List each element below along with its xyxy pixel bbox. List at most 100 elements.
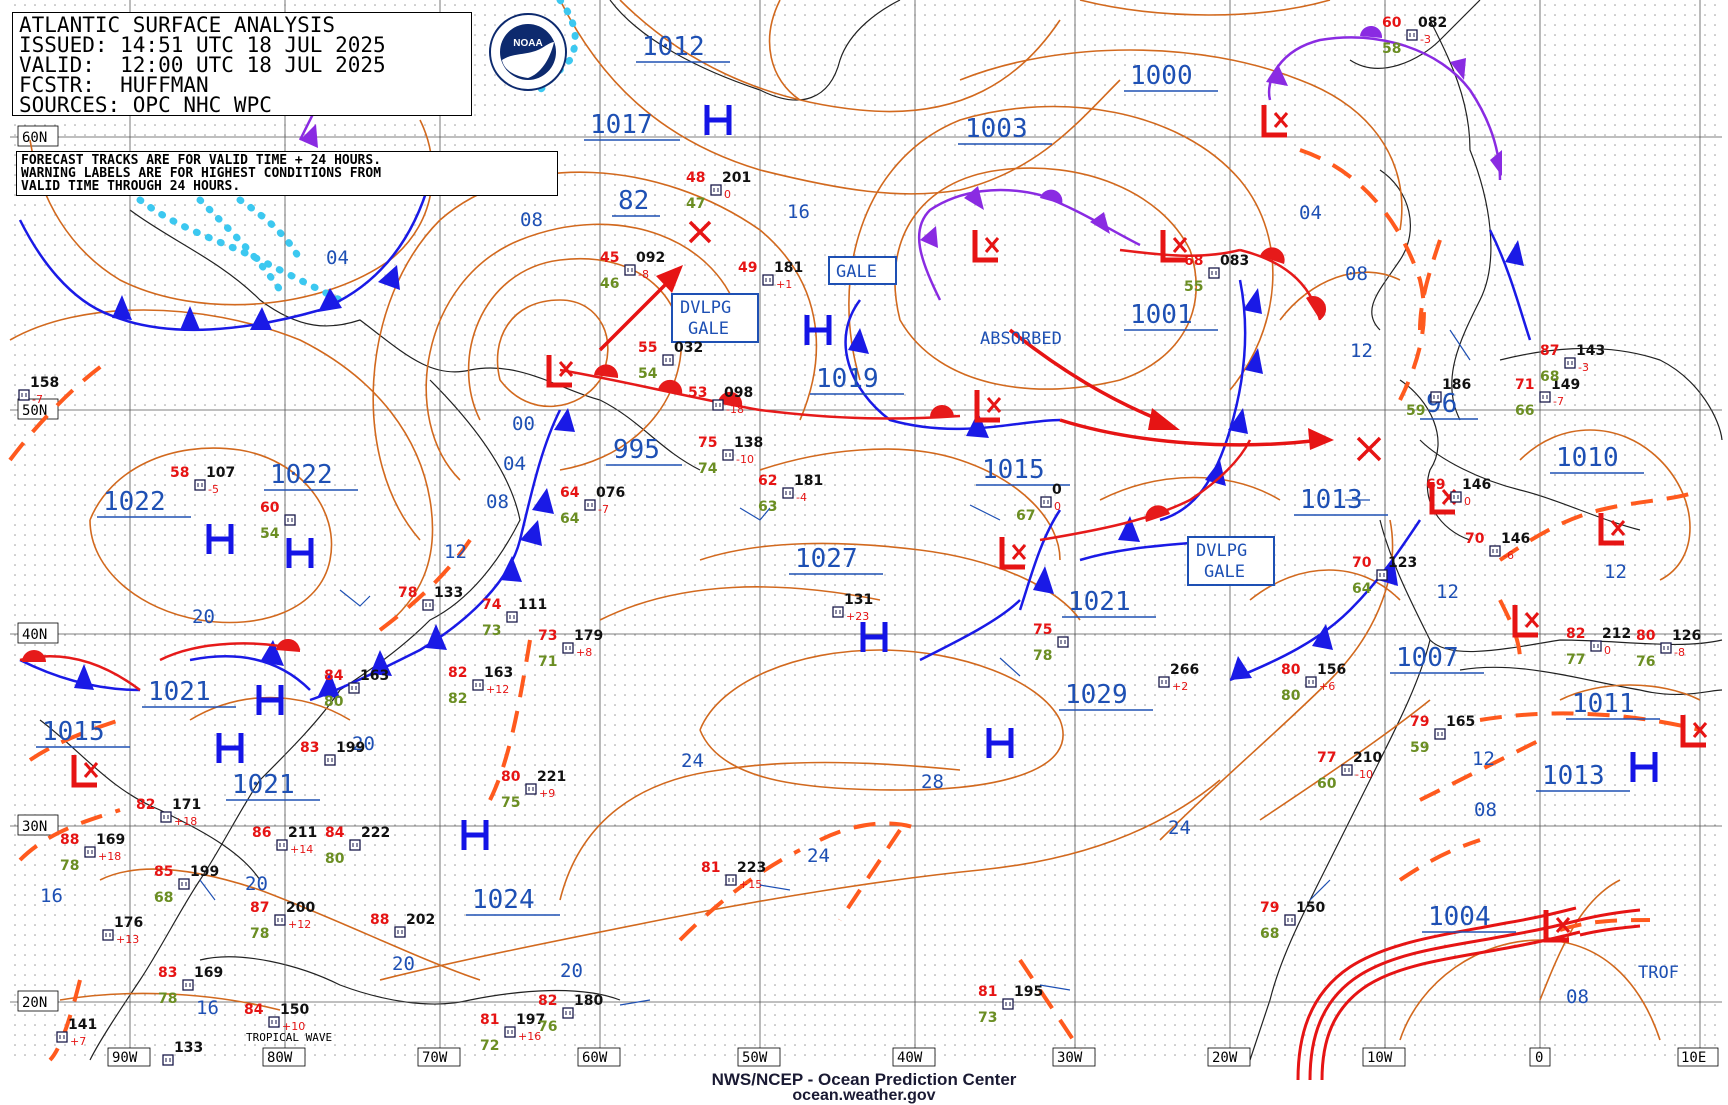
occluded-front-pips (300, 25, 1502, 248)
station-pressure: 146 (1462, 477, 1491, 493)
station-pressure: 131 (844, 592, 873, 608)
station-tendency: +12 (486, 683, 509, 696)
station-dewpoint: 60 (1317, 776, 1337, 792)
pressure-label: 1021 (1068, 587, 1131, 617)
station-square-icon (504, 1026, 516, 1038)
pressure-label: 1029 (1065, 680, 1128, 710)
isobar-label: 04 (503, 453, 526, 475)
station-square-inner (1492, 549, 1498, 553)
lat-label: 30N (22, 819, 47, 835)
station-dewpoint: 78 (1033, 648, 1052, 664)
station-square-inner (1542, 395, 1548, 399)
station-tendency: -10 (1355, 768, 1373, 781)
lon-label: 40W (897, 1050, 923, 1066)
station-pressure: 083 (1220, 253, 1249, 269)
station-square-inner (1060, 640, 1066, 644)
latitude-labels: 60N 50N 40N 30N 20N (17, 125, 59, 1012)
coastlines (39, 0, 1723, 1061)
station-observation: 60 54 (260, 500, 296, 542)
station-observation: 195 81 73 (978, 984, 1043, 1026)
station-square-icon (284, 514, 296, 526)
station-pressure: 222 (361, 825, 390, 841)
isobar-label: 00 (512, 413, 535, 435)
lon-label: 60W (582, 1050, 608, 1066)
noaa-logo-text: NOAA (513, 38, 542, 49)
isobar-label: 20 (192, 606, 215, 628)
lon-label: 70W (422, 1050, 448, 1066)
station-pressure: 199 (190, 864, 219, 880)
station-pressure: 221 (537, 769, 566, 785)
station-observation: 200 87 78 +12 (250, 900, 315, 942)
station-observation: 186 59 (1406, 377, 1471, 419)
station-temperature: 58 (170, 465, 189, 481)
station-tendency: +16 (518, 1030, 541, 1043)
station-square-inner (165, 1058, 171, 1062)
station-temperature: 60 (1382, 15, 1402, 31)
lon-label: 80W (267, 1050, 293, 1066)
station-square-icon (1284, 914, 1296, 926)
station-pressure: 195 (1014, 984, 1043, 1000)
station-square-icon (194, 479, 206, 491)
pressure-label: 1021 (232, 770, 295, 800)
lon-label: 50W (742, 1050, 768, 1066)
isobar-label: 08 (1566, 986, 1589, 1008)
trof-label: TROF (1638, 963, 1679, 983)
issuance-header: ATLANTIC SURFACE ANALYSIS ISSUED: 14:51 … (12, 12, 472, 116)
station-square-inner (715, 403, 721, 407)
station-pressure: 111 (518, 597, 547, 613)
station-square-icon (525, 783, 537, 795)
station-tendency: -6 (1503, 549, 1514, 562)
station-square-inner (287, 518, 293, 522)
station-dewpoint: 64 (560, 511, 580, 527)
station-square-icon (584, 499, 596, 511)
station-square-inner (59, 1035, 65, 1039)
station-tendency: -18 (726, 403, 744, 416)
pressure-label: 1011 (1572, 689, 1635, 719)
storm-track-arrowheads (656, 265, 1334, 450)
station-square-icon (182, 979, 194, 991)
isobar-label: 12 (444, 541, 467, 563)
lat-label: 60N (22, 130, 47, 146)
station-square-icon (1057, 636, 1069, 648)
station-temperature: 78 (398, 585, 417, 601)
pressure-label: 995 (613, 435, 660, 465)
isobar-label: 04 (326, 247, 349, 269)
station-square-inner (279, 843, 285, 847)
station-temperature: 70 (1352, 555, 1372, 571)
station-square-inner (565, 1011, 571, 1015)
station-pressure: 150 (280, 1002, 309, 1018)
station-tendency: +10 (282, 1020, 305, 1033)
lon-label: 10E (1681, 1050, 1706, 1066)
notice-line: WARNING LABELS ARE FOR HIGHEST CONDITION… (21, 166, 382, 181)
station-observation: 150 84 +10 (244, 1002, 309, 1033)
low-center-icon (972, 230, 1000, 263)
station-square-icon (1406, 29, 1418, 41)
station-temperature: 69 (1426, 477, 1445, 493)
forecaster: FCSTR: HUFFMAN (19, 73, 209, 97)
station-square-inner (1437, 732, 1443, 736)
station-square-inner (397, 930, 403, 934)
station-dewpoint: 54 (260, 526, 280, 542)
station-pressure: 032 (674, 340, 703, 356)
station-pressure: 138 (734, 435, 763, 451)
station-square-inner (665, 358, 671, 362)
station-temperature: 79 (1410, 714, 1429, 730)
station-square-icon (1305, 676, 1317, 688)
high-center-icon (256, 685, 284, 715)
station-observation: 158-7 (18, 375, 59, 406)
station-square-icon (1489, 545, 1501, 557)
station-observation: 163 82 82 +12 (448, 665, 513, 707)
station-square-inner (271, 1020, 277, 1024)
isobar-label: 12 (1472, 748, 1495, 770)
station-dewpoint: 59 (1406, 403, 1425, 419)
dvlpg-gale-label: DVLPG (680, 298, 731, 318)
station-dewpoint: 75 (501, 795, 520, 811)
station-square-icon (1158, 676, 1170, 688)
station-square-inner (1379, 573, 1385, 577)
station-observation: 221 80 75 +9 (501, 769, 566, 811)
station-square-inner (1409, 33, 1415, 37)
station-observation: 180 82 76 (538, 993, 603, 1035)
station-tendency: +1 (776, 278, 792, 291)
station-pressure: 180 (574, 993, 603, 1009)
